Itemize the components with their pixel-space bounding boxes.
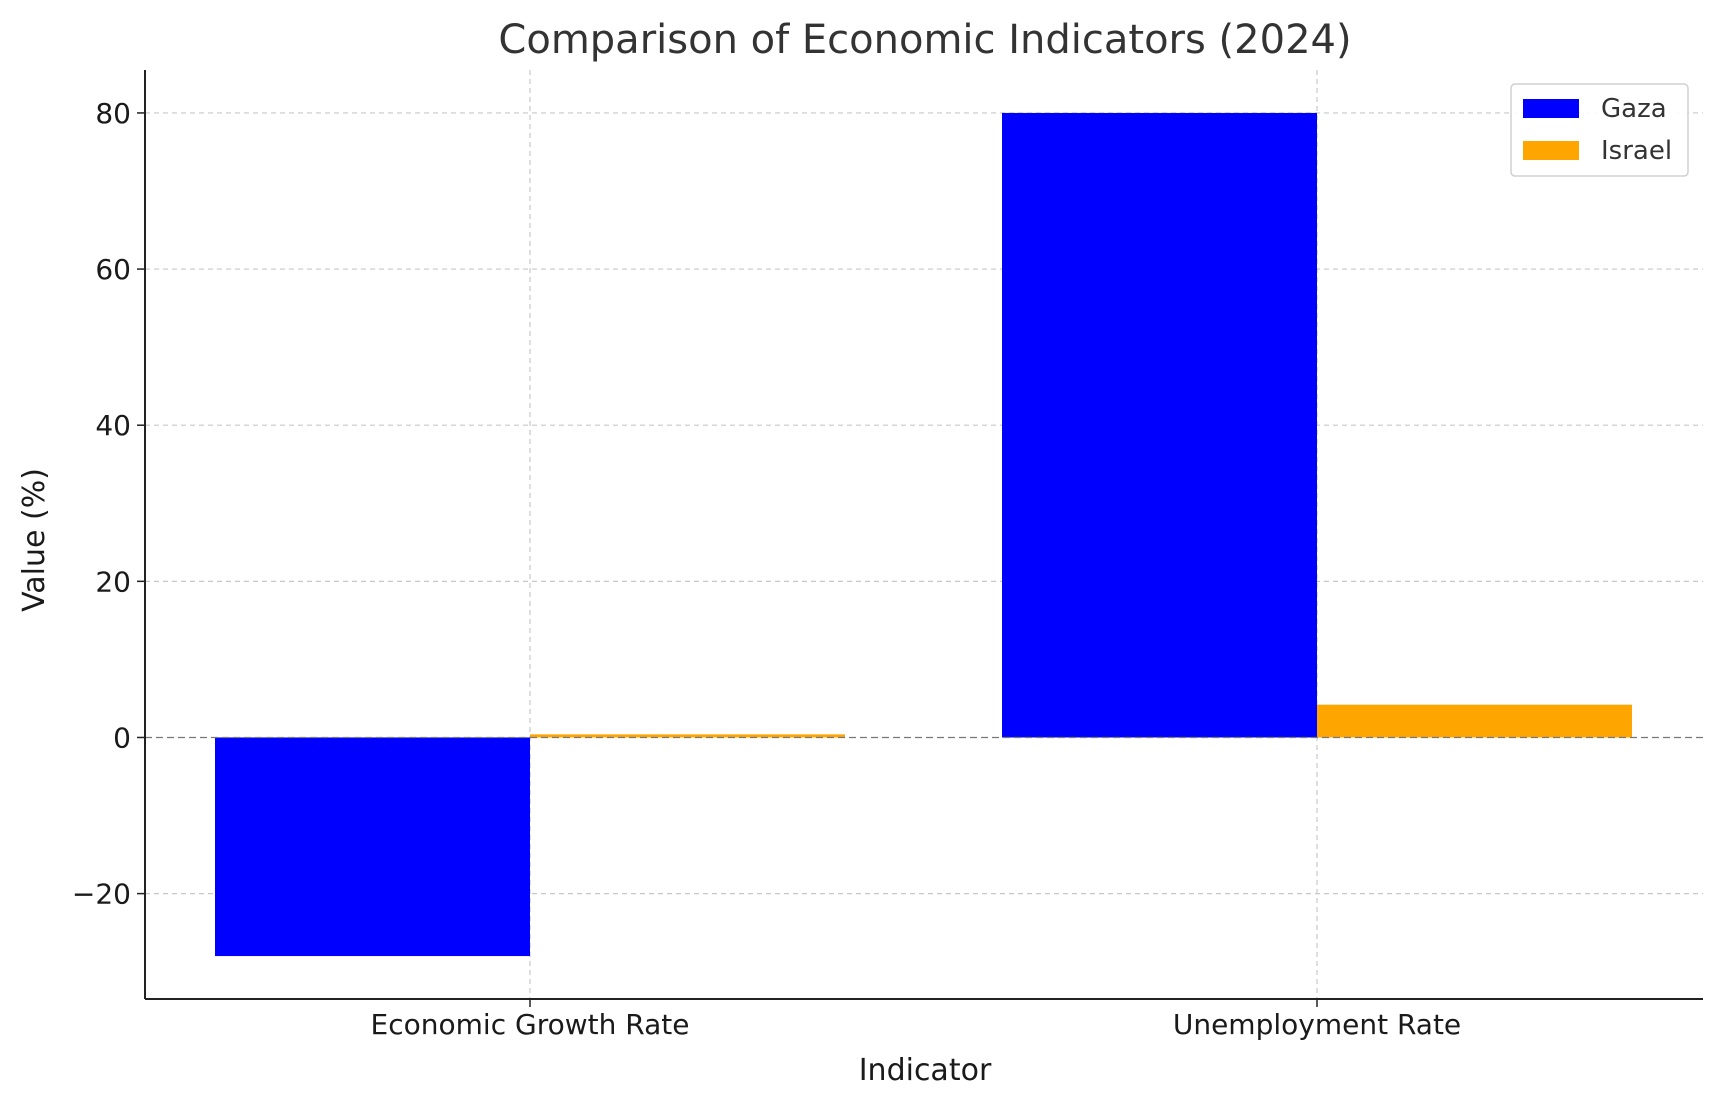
bar-gaza-1	[1002, 112, 1317, 738]
axes	[144, 70, 1703, 1000]
legend-label-gaza: Gaza	[1601, 94, 1667, 124]
legend: Gaza Israel	[1510, 83, 1689, 177]
bar-gaza-0	[215, 737, 530, 957]
y-tick-label: 20	[95, 565, 131, 598]
x-axis-label: Indicator	[859, 1053, 992, 1088]
y-axis-label: Value (%)	[17, 468, 52, 612]
bars	[145, 112, 1703, 957]
y-tick-label: −20	[72, 878, 131, 911]
legend-swatch-gaza	[1523, 99, 1579, 118]
y-tick-label: 40	[95, 409, 131, 442]
legend-swatch-israel	[1523, 141, 1579, 160]
x-tick-label: Unemployment Rate	[1173, 1008, 1461, 1041]
ticks: −20 0 20 40 60 80 Economic Growth Rate Unemploy…	[72, 97, 1461, 1041]
legend-label-israel: Israel	[1601, 136, 1672, 166]
y-tick-label: 0	[113, 721, 131, 754]
y-tick-label: 80	[95, 97, 131, 130]
y-tick-label: 60	[95, 253, 131, 286]
bar-israel-0	[530, 734, 845, 738]
chart-title: Comparison of Economic Indicators (2024)	[498, 17, 1351, 63]
bar-israel-1	[1317, 704, 1632, 738]
x-tick-label: Economic Growth Rate	[371, 1008, 690, 1041]
